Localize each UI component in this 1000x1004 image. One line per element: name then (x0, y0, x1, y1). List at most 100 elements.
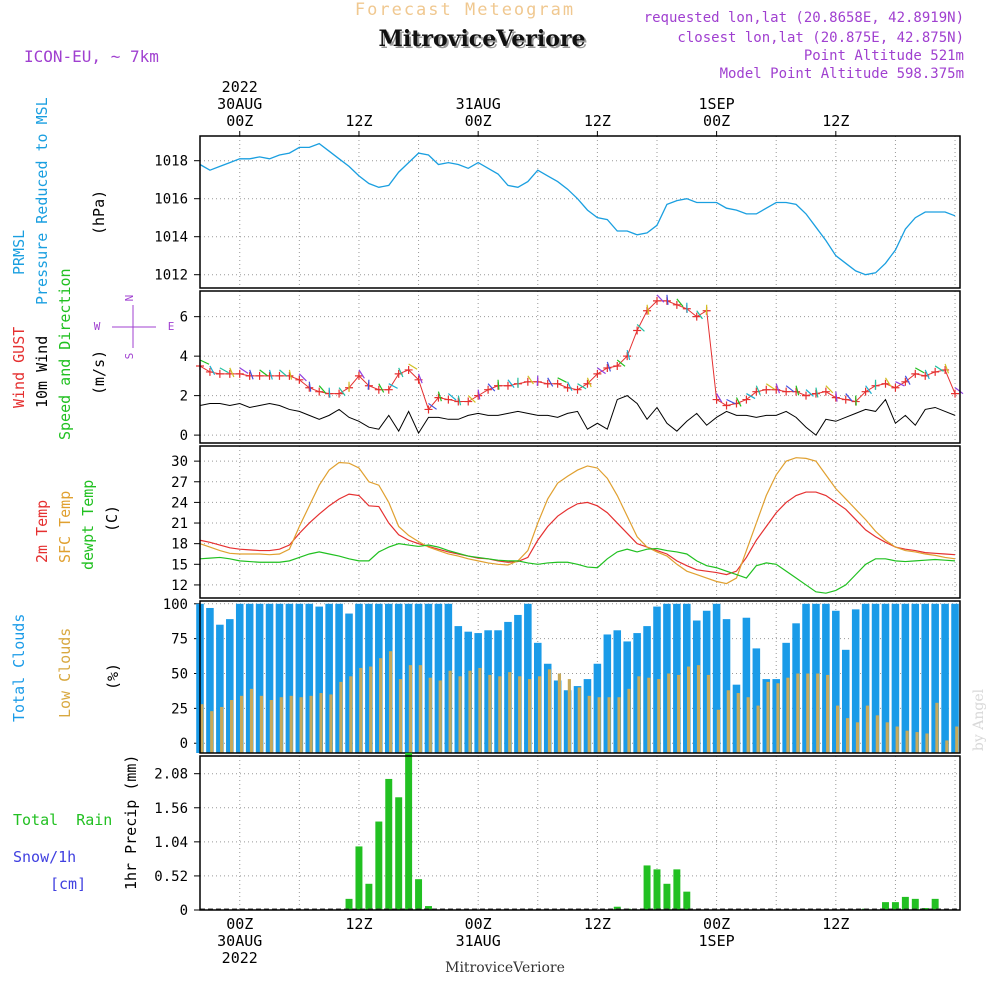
gust-point (713, 396, 721, 404)
low-cloud-bar (935, 703, 938, 753)
low-cloud-bar (369, 667, 372, 753)
compass-n: N (123, 295, 136, 302)
compass-rose: N S W E (94, 295, 175, 360)
low-cloud-bar (717, 710, 720, 753)
rain-bar (932, 899, 939, 910)
temp-ytick-label: 24 (171, 495, 188, 511)
low-cloud-bar (300, 697, 303, 753)
pressure-ytick-label: 1016 (154, 192, 188, 208)
low-cloud-bar (657, 679, 660, 753)
low-cloud-bar (617, 697, 620, 753)
low-cloud-bar (886, 722, 889, 753)
gust-label: Wind GUST (10, 327, 28, 408)
pressure-line (200, 144, 955, 275)
model-label: ICON-EU, ~ 7km (24, 47, 159, 66)
low-cloud-bar (915, 732, 918, 753)
low-cloud-bar (468, 671, 471, 753)
gust-point (723, 401, 731, 409)
wind-arrow (766, 384, 774, 390)
gust-point (931, 368, 939, 376)
top-time-label: 00Z (226, 112, 253, 130)
low-cloud-bar (439, 680, 442, 753)
top-time-label: 12Z (345, 112, 372, 130)
top-time-label: 12Z (584, 112, 611, 130)
wind-ytick-label: 6 (180, 310, 188, 326)
low-cloud-bar (697, 665, 700, 753)
low-cloud-bar (359, 668, 362, 753)
rain-bar (385, 779, 392, 910)
low-cloud-bar (826, 675, 829, 753)
low-cloud-bar (906, 731, 909, 753)
gust-point (951, 390, 959, 398)
low-cloud-bar (409, 665, 412, 753)
rain-bar (912, 899, 919, 910)
top-time-label: 1SEP (699, 95, 735, 113)
bottom-time-label: 2022 (222, 949, 258, 967)
low-cloud-bar (488, 675, 491, 753)
wind-arrow (856, 396, 857, 406)
low-cloud-bar (230, 700, 233, 753)
low-cloud-bar (379, 658, 382, 753)
credit-watermark: by Angel (971, 688, 987, 751)
gust-point (256, 372, 264, 380)
wind-arrow (339, 388, 345, 396)
precip-ytick-label: 1.56 (154, 801, 188, 817)
gust-point (444, 396, 452, 404)
precip-ytick-label: 2.08 (154, 767, 188, 783)
compass-w: W (94, 320, 101, 333)
low-cloud-bar (846, 718, 849, 753)
rain-bar (395, 797, 402, 910)
low-cloud-bar (548, 669, 551, 753)
bottom-time-label: 00Z (465, 915, 492, 933)
low-cloud-bar (647, 678, 650, 753)
gust-point (782, 388, 790, 396)
sfc-label: SFC Temp (56, 491, 74, 563)
wind-dir-label: Speed and Direction (56, 268, 74, 440)
wind-arrow (935, 366, 943, 371)
bottom-time-label: 00Z (703, 915, 730, 933)
precip-unit: 1hr Precip (mm) (122, 755, 140, 890)
wind-arrow (368, 380, 369, 390)
low-cloud-bar (747, 697, 750, 753)
low-cloud-bar (339, 682, 342, 753)
low-cloud-bar (260, 696, 263, 753)
rain-bar (683, 892, 690, 910)
station-title: MitroviceVeriore (379, 26, 586, 52)
wind-ytick-label: 2 (180, 389, 188, 405)
temp-unit: (C) (103, 505, 121, 532)
bottom-time-label: 12Z (345, 915, 372, 933)
wind-unit: (m/s) (90, 350, 108, 395)
top-time-label: 12Z (822, 112, 849, 130)
low-cloud-bar (538, 676, 541, 753)
wind-arrow (558, 378, 567, 383)
snow-label: Snow/1h (13, 848, 76, 866)
wind-arrow (329, 388, 330, 398)
wind-ytick-label: 0 (180, 428, 188, 444)
wind-arrow (866, 386, 872, 394)
bottom-time-label: 31AUG (456, 932, 501, 950)
low-cloud-bar (508, 672, 511, 753)
temp-ytick-label: 18 (171, 537, 188, 553)
temp-ytick-label: 27 (171, 475, 188, 491)
cloud-unit: (%) (104, 663, 122, 690)
wind-arrow (568, 382, 572, 391)
gust-point (554, 380, 562, 388)
temp-labels: 2m Temp SFC Temp dewpt Temp (C) (33, 480, 121, 570)
low-cloud-bar (280, 697, 283, 753)
low-cloud-bar (707, 675, 710, 753)
wind-line (200, 396, 955, 435)
low-cloud-bar (598, 697, 601, 753)
low-cloud-bar (667, 674, 670, 753)
bottom-time-label: 00Z (226, 915, 253, 933)
low-cloud-bar (309, 696, 312, 753)
low-cloud-bar (677, 675, 680, 753)
low-cloud-bar (727, 690, 730, 753)
clouds-ytick-label: 25 (171, 701, 188, 717)
wind-arrow (548, 378, 553, 387)
top-time-label: 31AUG (456, 95, 501, 113)
gust-point (881, 380, 889, 388)
temp-ytick-label: 30 (171, 454, 188, 470)
